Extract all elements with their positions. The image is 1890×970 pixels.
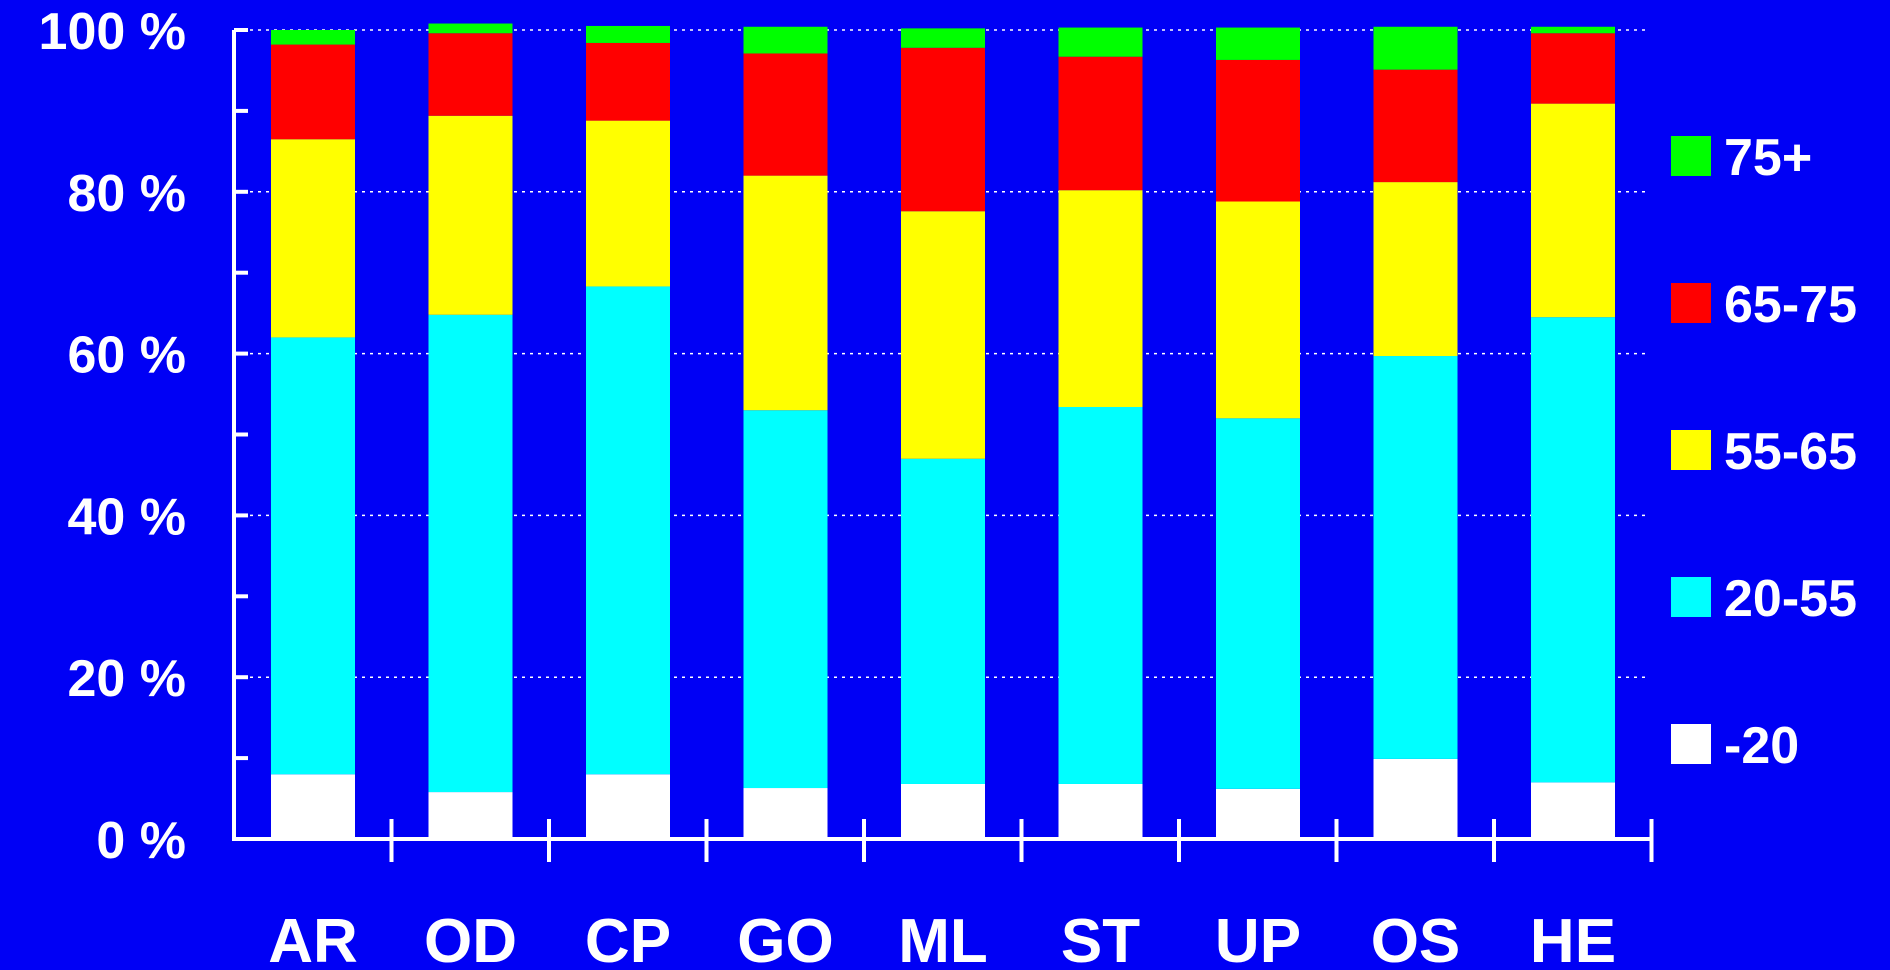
bar-segment-ml bbox=[901, 47, 985, 212]
bar-segment-he bbox=[1531, 103, 1615, 318]
legend-swatch bbox=[1671, 136, 1711, 176]
bar-segment-od bbox=[428, 115, 513, 315]
bar-segment-he bbox=[1531, 26, 1615, 34]
bar-segment-os bbox=[1373, 69, 1458, 183]
legend-swatch bbox=[1671, 577, 1711, 617]
bar-segment-od bbox=[428, 792, 513, 839]
bar-segment-os bbox=[1373, 26, 1458, 70]
bar-segment-os bbox=[1373, 182, 1458, 357]
y-tick-label: 80 % bbox=[67, 165, 186, 223]
bar-segment-up bbox=[1216, 788, 1300, 839]
x-tick-label: CP bbox=[585, 907, 671, 970]
x-tick-label: AR bbox=[268, 907, 358, 970]
bar-segment-st bbox=[1058, 56, 1143, 191]
legend-swatch bbox=[1671, 430, 1711, 470]
bar-segment-st bbox=[1058, 190, 1143, 407]
legend-label: 75+ bbox=[1724, 129, 1812, 187]
bar-segment-up bbox=[1216, 27, 1300, 60]
bar-segment-od bbox=[428, 33, 513, 116]
bar-segment-go bbox=[743, 410, 828, 789]
bar-segment-ar bbox=[271, 139, 355, 338]
bar-segment-he bbox=[1531, 317, 1615, 783]
y-tick-label: 40 % bbox=[67, 488, 186, 546]
x-tick-labels: AR OD CP GO ML ST UP OS HE bbox=[268, 907, 1616, 970]
x-tick-label: OS bbox=[1371, 907, 1461, 970]
y-tick-labels: 0 % 20 % 40 % 60 % 80 % 100 % bbox=[39, 3, 186, 870]
x-tick-label: HE bbox=[1530, 907, 1616, 970]
bar-segment-os bbox=[1373, 758, 1458, 839]
legend-swatch bbox=[1671, 283, 1711, 323]
bar-segment-st bbox=[1058, 783, 1143, 839]
bar-segment-ar bbox=[271, 30, 355, 45]
bar-segment-ml bbox=[901, 28, 985, 48]
legend-label: 55-65 bbox=[1724, 423, 1857, 481]
bar-segment-cp bbox=[586, 42, 670, 121]
bar-segment-cp bbox=[586, 120, 670, 287]
bar-segment-up bbox=[1216, 201, 1300, 419]
y-tick-label: 100 % bbox=[39, 3, 186, 61]
bar-segment-cp bbox=[586, 286, 670, 775]
bar-segment-go bbox=[743, 175, 828, 411]
bar-segment-ar bbox=[271, 337, 355, 775]
bar-segment-st bbox=[1058, 406, 1143, 784]
bar-segment-os bbox=[1373, 356, 1458, 759]
y-tick-label: 60 % bbox=[67, 327, 186, 385]
y-tick-label: 0 % bbox=[96, 812, 186, 870]
bar-segment-od bbox=[428, 314, 513, 793]
x-tick-label: ML bbox=[898, 907, 988, 970]
legend-swatch bbox=[1671, 724, 1711, 764]
x-tick-label: OD bbox=[424, 907, 517, 970]
legend: 75+ 65-75 55-65 20-55 -20 bbox=[1671, 129, 1857, 775]
legend-label: 65-75 bbox=[1724, 276, 1857, 334]
x-tick-label: GO bbox=[737, 907, 833, 970]
bar-segment-go bbox=[743, 26, 828, 54]
bar-segment-ar bbox=[271, 44, 355, 140]
bar-segment-up bbox=[1216, 59, 1300, 202]
bar-segment-up bbox=[1216, 418, 1300, 789]
bar-segment-ml bbox=[901, 458, 985, 784]
bars bbox=[271, 23, 1615, 839]
y-tick-label: 20 % bbox=[67, 650, 186, 708]
bar-segment-ar bbox=[271, 774, 355, 839]
bar-segment-cp bbox=[586, 25, 670, 43]
bar-segment-he bbox=[1531, 782, 1615, 839]
bar-segment-od bbox=[428, 23, 513, 34]
bar-segment-go bbox=[743, 788, 828, 839]
bar-segment-st bbox=[1058, 27, 1143, 57]
legend-label: -20 bbox=[1724, 717, 1799, 775]
bar-segment-cp bbox=[586, 774, 670, 839]
bar-segment-ml bbox=[901, 783, 985, 839]
legend-label: 20-55 bbox=[1724, 570, 1857, 628]
bar-segment-he bbox=[1531, 33, 1615, 104]
bar-segment-ml bbox=[901, 211, 985, 459]
axes bbox=[232, 28, 1654, 862]
x-tick-label: UP bbox=[1215, 907, 1301, 970]
x-tick-label: ST bbox=[1061, 907, 1140, 970]
bar-segment-go bbox=[743, 53, 828, 176]
